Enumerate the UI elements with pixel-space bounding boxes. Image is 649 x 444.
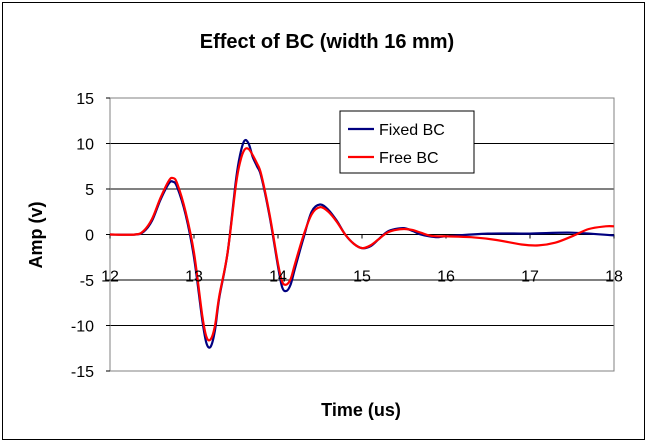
- x-tick-label: 18: [605, 269, 623, 286]
- x-tick-label: 14: [269, 269, 287, 286]
- series-layer: [109, 138, 615, 349]
- series-line-free-bc: [109, 147, 615, 342]
- chart-title: Effect of BC (width 16 mm): [200, 31, 454, 53]
- x-tick-label: 13: [185, 269, 203, 286]
- y-tick-label: 5: [85, 182, 94, 199]
- x-tick-label: 15: [353, 269, 371, 286]
- y-axis-ticks: 15 10 5 0 -5 -10 -15: [71, 91, 94, 381]
- y-tick-label: 0: [85, 228, 94, 245]
- legend-box: [339, 110, 475, 174]
- y-tick-label: 10: [76, 137, 94, 154]
- x-axis-title: Time (us): [321, 400, 401, 420]
- legend: Fixed BC Free BC: [339, 110, 475, 174]
- y-axis-title: Amp (v): [26, 201, 46, 268]
- y-tick-label: -10: [71, 319, 94, 336]
- legend-label-free-bc: Free BC: [379, 150, 439, 167]
- legend-label-fixed-bc: Fixed BC: [379, 122, 445, 139]
- chart-frame: [2, 2, 645, 440]
- x-tick-label: 12: [101, 269, 119, 286]
- y-tick-label: -15: [71, 364, 94, 381]
- y-tick-label: 15: [76, 91, 94, 108]
- x-tick-label: 16: [437, 269, 455, 286]
- x-axis-ticks: 12 13 14 15 16 17 18: [101, 269, 623, 286]
- y-tick-label: -5: [80, 273, 94, 290]
- x-tick-label: 17: [521, 269, 539, 286]
